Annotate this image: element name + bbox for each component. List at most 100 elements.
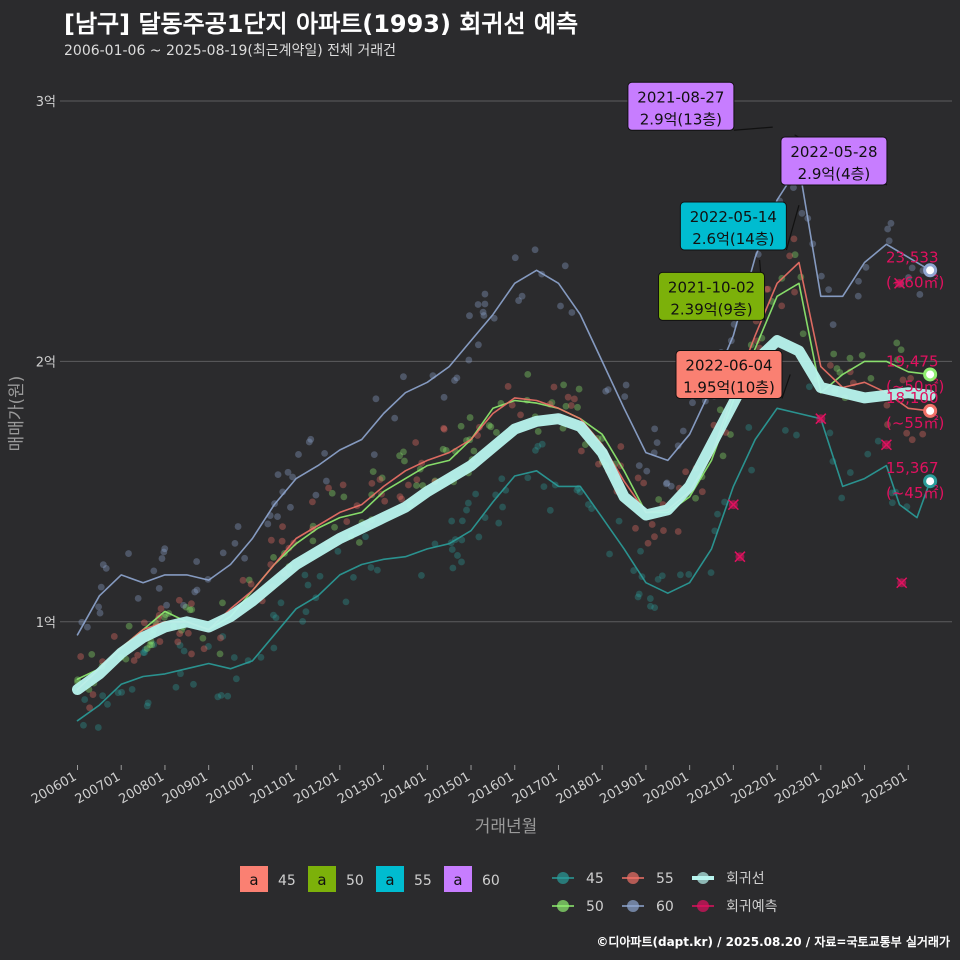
end-label-area: (~50㎡)	[886, 377, 944, 395]
scatter-point-45	[538, 440, 546, 448]
scatter-point-55	[651, 533, 658, 541]
scatter-point-45	[524, 474, 532, 482]
scatter-point-45	[464, 499, 472, 507]
scatter-point-60	[234, 523, 242, 530]
scatter-point-45	[805, 383, 813, 391]
scatter-point-45	[707, 569, 715, 577]
scatter-point-55	[413, 476, 421, 484]
scatter-point-60	[474, 301, 482, 308]
callout-date: 2022-05-28	[790, 143, 877, 161]
callout-box	[658, 271, 766, 321]
scatter-point-50	[485, 422, 493, 429]
scatter-point-60	[180, 601, 187, 609]
scatter-point-55	[790, 235, 798, 243]
scatter-point-55	[571, 395, 578, 403]
page-title: [남구] 달동주공1단지 아파트(1993) 회귀선 예측	[64, 10, 579, 38]
callout-date: 2021-08-27	[637, 88, 724, 106]
scatter-point-45	[651, 604, 659, 612]
scatter-point-45	[431, 540, 439, 548]
scatter-point-50	[575, 385, 583, 393]
scatter-point-45	[362, 533, 369, 541]
scatter-point-50	[368, 491, 376, 499]
scatter-point-60	[908, 264, 916, 272]
legend-swatch-letter: a	[249, 871, 258, 889]
scatter-point-55	[188, 600, 195, 608]
x-tick-label: 202401	[816, 769, 866, 807]
scatter-point-60	[84, 623, 91, 631]
legend-marker-55	[627, 872, 639, 884]
scatter-point-60	[312, 491, 320, 499]
scatter-point-45	[573, 486, 581, 494]
scatter-point-55	[77, 653, 85, 660]
scatter-point-55	[405, 481, 412, 489]
scatter-point-45	[637, 547, 644, 555]
scatter-point-45	[277, 599, 285, 607]
scatter-point-45	[646, 595, 654, 602]
x-tick-label: 201201	[291, 769, 341, 807]
scatter-point-45	[80, 721, 87, 729]
callout-value: 2.6억(14층)	[692, 230, 774, 248]
scatter-point-55	[325, 484, 332, 492]
scatter-point-50	[799, 330, 807, 338]
x-tick-label: 201101	[248, 769, 298, 807]
scatter-point-45	[888, 489, 896, 497]
callout-box	[627, 81, 735, 131]
scatter-point-60	[561, 262, 569, 270]
scatter-point-45	[302, 608, 310, 616]
scatter-point-50	[401, 457, 408, 465]
scatter-point-50	[340, 493, 348, 501]
scatter-point-55	[550, 383, 558, 391]
scatter-point-55	[396, 493, 404, 501]
scatter-point-60	[568, 309, 576, 316]
page-subtitle: 2006-01-06 ~ 2025-08-19(최근계약일) 전체 거래건	[64, 43, 396, 59]
scatter-point-45	[172, 683, 180, 691]
scatter-point-50	[188, 606, 196, 613]
legend-swatch-letter: a	[317, 871, 326, 889]
scatter-point-55	[567, 402, 575, 409]
scatter-point-45	[826, 429, 834, 437]
end-label-area: (~60㎡)	[886, 273, 944, 291]
legend-label-45: 45	[278, 873, 296, 889]
scatter-point-50	[830, 350, 838, 358]
scatter-point-60	[604, 386, 612, 394]
scatter-point-55	[278, 537, 286, 545]
scatter-point-45	[141, 646, 149, 653]
scatter-point-50	[487, 423, 495, 431]
scatter-point-45	[232, 675, 240, 683]
x-tick-label: 202201	[729, 769, 779, 807]
scatter-point-45	[647, 602, 654, 610]
end-label-area: (~55㎡)	[886, 414, 944, 432]
scatter-point-55	[577, 447, 585, 455]
scatter-point-50	[125, 622, 133, 630]
scatter-point-50	[442, 447, 450, 454]
scatter-point-45	[230, 654, 238, 661]
scatter-point-55	[267, 536, 275, 544]
scatter-point-55	[698, 488, 706, 496]
scatter-point-60	[161, 545, 169, 553]
scatter-point-55	[786, 252, 794, 260]
series-line-60	[76, 165, 931, 636]
scatter-point-60	[465, 356, 473, 364]
prediction-marker	[815, 413, 827, 425]
scatter-point-60	[481, 300, 489, 308]
scatter-point-45	[576, 488, 584, 496]
scatter-point-60	[466, 312, 473, 320]
x-tick-label: 201401	[379, 769, 429, 807]
scatter-point-45	[176, 641, 184, 649]
scatter-point-45	[532, 446, 539, 454]
scatter-point-45	[448, 546, 456, 553]
scatter-point-45	[495, 519, 503, 527]
scatter-point-50	[562, 402, 570, 410]
scatter-point-45	[472, 490, 480, 498]
scatter-point-55	[660, 527, 667, 534]
scatter-point-45	[304, 581, 312, 589]
scatter-point-60	[481, 290, 489, 298]
scatter-point-60	[284, 468, 292, 476]
scatter-point-45	[316, 572, 324, 580]
scatter-point-55	[130, 657, 138, 664]
scatter-point-60	[662, 480, 670, 488]
scatter-point-55	[595, 460, 602, 468]
x-tick-label: 200901	[160, 769, 210, 807]
scatter-point-60	[125, 550, 132, 557]
series-end-marker-60	[923, 263, 938, 278]
